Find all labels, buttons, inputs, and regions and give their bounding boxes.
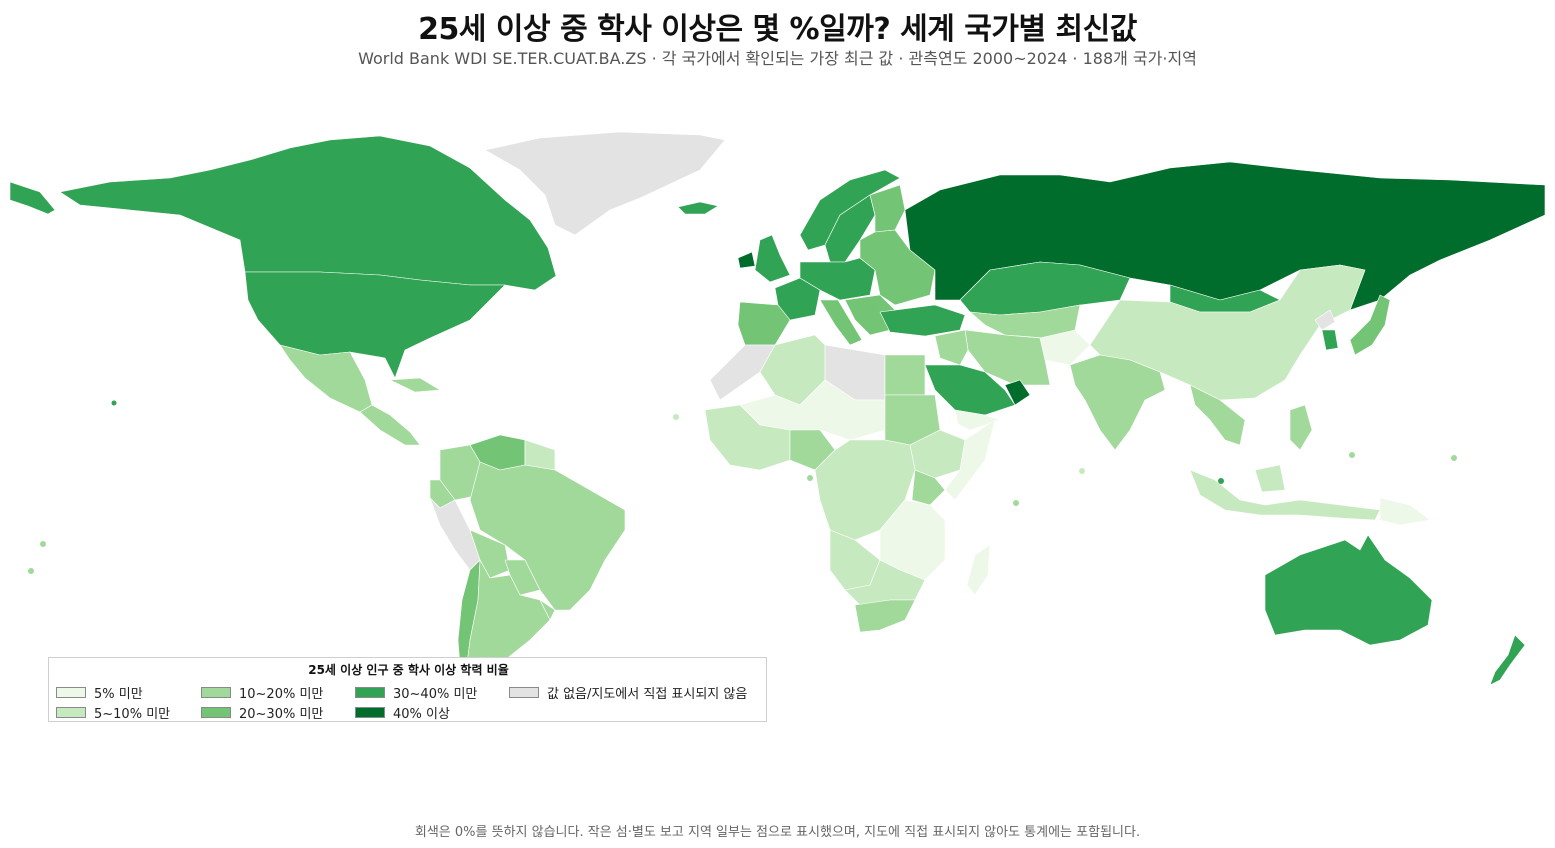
map-region-turkey [879,304,966,337]
legend-item-10-20: 10~20% 미만 [201,683,323,702]
map-region-uk [754,234,791,283]
legend-item-under-5: 5% 미만 [56,683,143,702]
map-region-central-africa [814,439,916,541]
legend-swatch [56,707,86,718]
map-region-greenland [484,131,726,236]
map-region-australia [1264,534,1433,646]
map-region-usa [244,271,506,379]
legend-item-5-10: 5~10% 미만 [56,703,170,722]
map-legend: 25세 이상 인구 중 학사 이상 학력 비율 5% 미만 5~10% 미만 1… [48,657,767,722]
map-region-central-america [359,404,421,446]
legend-swatch [355,687,385,698]
legend-label: 20~30% 미만 [239,707,324,722]
map-region-iraq [934,329,969,366]
map-region-ireland [737,251,756,269]
map-region-eastern-europe [859,229,936,306]
map-region-bolivia [469,529,511,579]
map-region-cuba [389,377,441,393]
legend-item-40-plus: 40% 이상 [355,703,450,722]
legend-label: 5~10% 미만 [94,707,171,722]
map-region-china [1089,264,1366,401]
map-region-india [1069,354,1166,451]
page-subtitle: World Bank WDI SE.TER.CUAT.BA.ZS · 각 국가에… [358,49,1197,68]
footnote: 회색은 0%를 뜻하지 않습니다. 작은 섬·별도 보고 지역 일부는 점으로 … [414,825,1141,840]
map-region-north-korea [1314,309,1336,331]
legend-item-no-data: 값 없음/지도에서 직접 표시되지 않음 [509,683,747,702]
map-region-somalia [944,419,996,501]
legend-item-30-40: 30~40% 미만 [355,683,477,702]
map-region-japan [1349,294,1391,356]
map-region-paraguay [504,559,541,596]
legend-swatch [355,707,385,718]
legend-title: 25세 이상 인구 중 학사 이상 학력 비율 [308,663,509,677]
map-region-madagascar [966,544,991,596]
legend-swatch [509,687,539,698]
page-title: 25세 이상 중 학사 이상은 몇 %일까? 세계 국가별 최신값 [418,12,1137,47]
legend-swatch [201,687,231,698]
world-map [9,131,1546,701]
legend-swatch [201,707,231,718]
map-region-new-zealand [1489,634,1526,686]
map-region-south-africa [854,599,916,633]
map-region-canada [59,135,557,291]
map-region-southeast-asia [1189,384,1246,446]
map-region-central-europe [799,257,876,301]
legend-item-20-30: 20~30% 미만 [201,703,323,722]
map-region-yemen [954,409,1001,431]
map-region-indonesia [1189,464,1381,521]
map-region-png [1379,497,1431,526]
legend-label: 40% 이상 [393,707,450,722]
map-region-uruguay [539,599,556,621]
map-region-egypt [884,354,926,396]
map-region-iceland [677,201,719,215]
map-region-kenya [911,469,946,506]
small-island-dots [28,400,1457,574]
map-region-gulf [1004,379,1031,406]
legend-label: 값 없음/지도에서 직접 표시되지 않음 [547,687,748,702]
map-region-italy [819,299,863,346]
map-region-norway [799,169,901,251]
legend-swatch [56,687,86,698]
legend-label: 5% 미만 [94,687,143,702]
map-region-south-korea [1321,329,1339,351]
map-region-mexico [279,344,373,413]
map-region-philippines [1289,404,1313,451]
legend-label: 30~40% 미만 [393,687,478,702]
legend-label: 10~20% 미만 [239,687,324,702]
map-region-iran [964,329,1051,386]
map-region-alaska [9,181,56,215]
map-region-brazil [469,461,626,611]
